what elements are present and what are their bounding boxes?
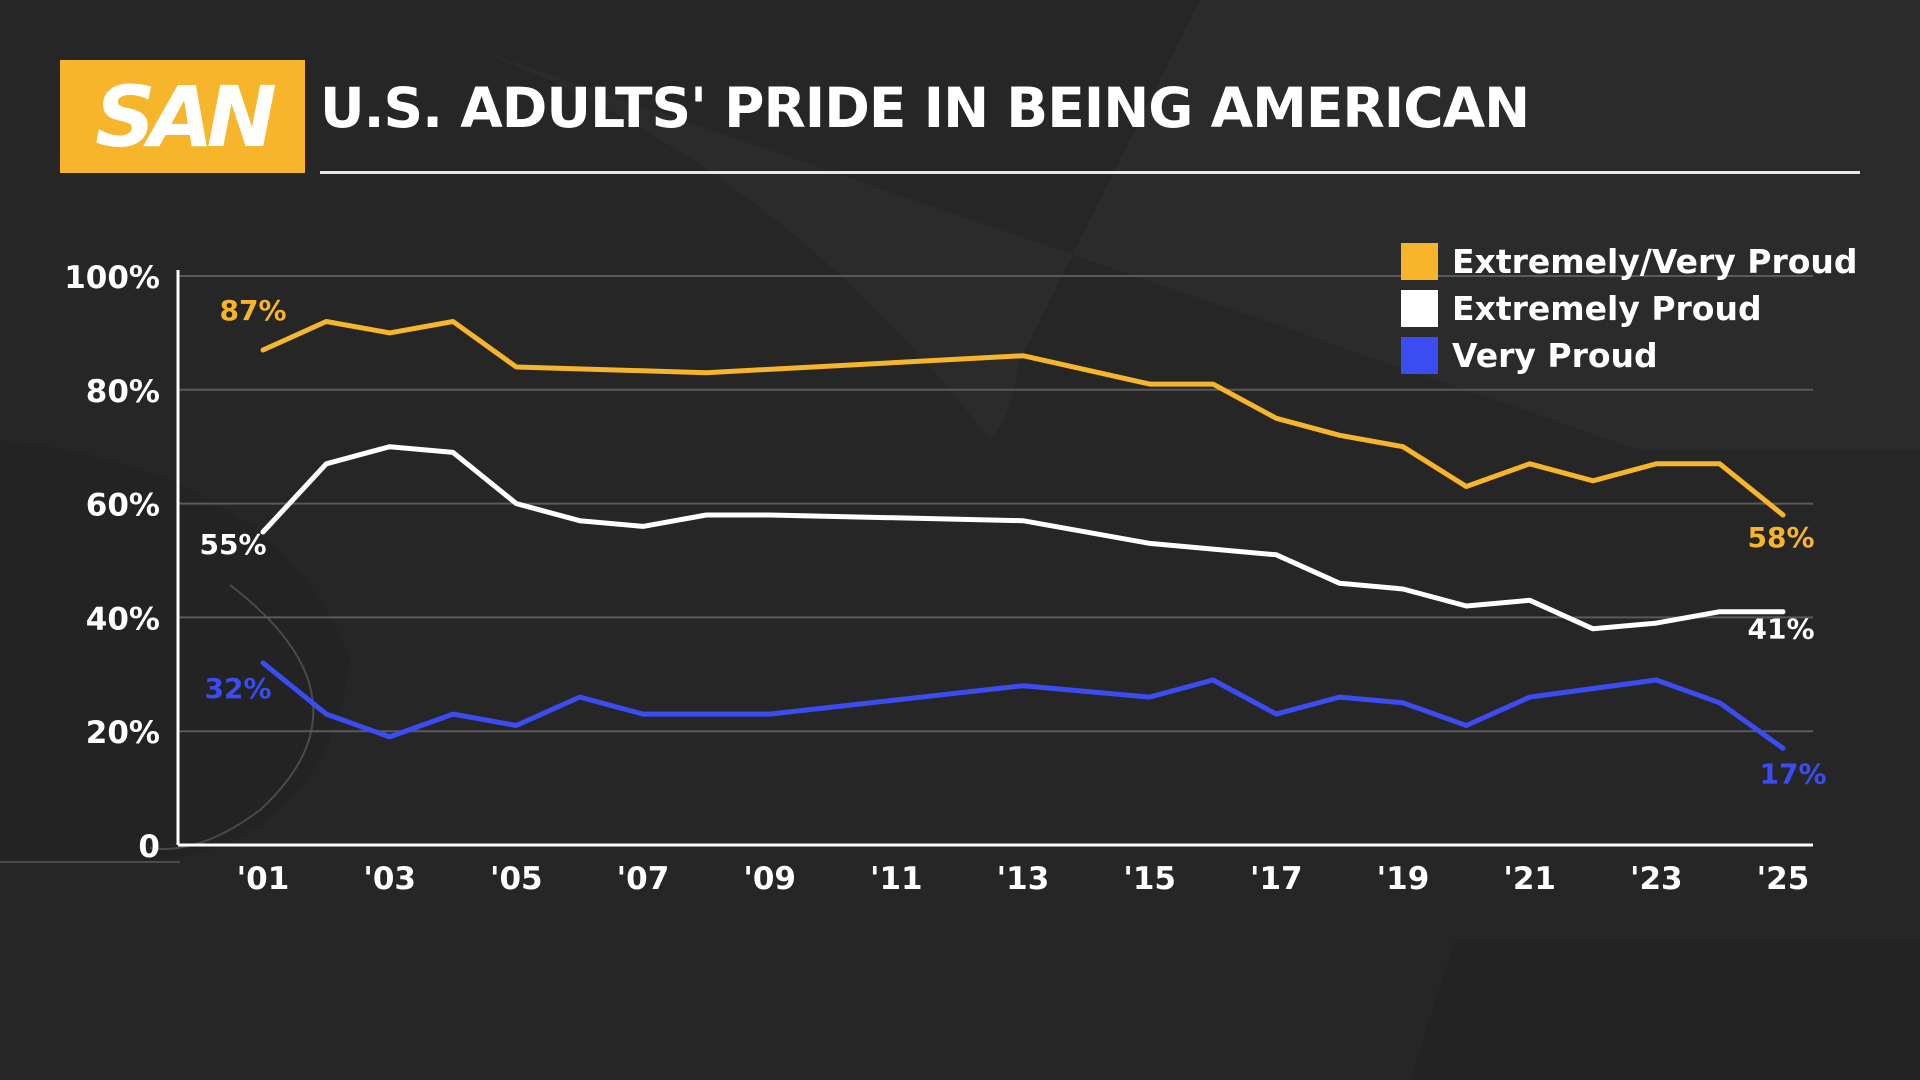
x-tick-label: '17 bbox=[1250, 861, 1303, 897]
x-tick-label: '05 bbox=[490, 861, 543, 897]
x-tick-label: '25 bbox=[1757, 861, 1810, 897]
series-line-extremely-proud bbox=[260, 444, 1786, 632]
x-tick-label: '15 bbox=[1123, 861, 1176, 897]
x-tick-label: '01 bbox=[237, 861, 290, 897]
legend-swatch bbox=[1401, 337, 1438, 374]
brand-logo: SAN bbox=[60, 60, 305, 173]
bg-shape-arc bbox=[420, 0, 1920, 450]
y-tick-label: 40% bbox=[86, 601, 160, 637]
legend-swatch bbox=[1401, 243, 1438, 280]
y-tick-label: 100% bbox=[64, 260, 160, 296]
y-tick-label: 20% bbox=[86, 715, 160, 751]
page-title: U.S. ADULTS' PRIDE IN BEING AMERICAN bbox=[320, 76, 1530, 140]
legend-label: Very Proud bbox=[1452, 336, 1658, 375]
series-line-extremely-very-proud bbox=[260, 319, 1786, 518]
series-line-very-proud bbox=[260, 660, 1786, 751]
legend-label: Extremely Proud bbox=[1452, 289, 1762, 328]
x-tick-label: '03 bbox=[363, 861, 416, 897]
legend-swatch bbox=[1401, 290, 1438, 327]
series-start-label: 87% bbox=[219, 294, 286, 327]
series-end-label: 58% bbox=[1747, 521, 1814, 554]
logo-text: SAN bbox=[95, 67, 277, 166]
legend-item: Extremely Proud bbox=[1401, 285, 1858, 332]
x-tick-label: '19 bbox=[1377, 861, 1430, 897]
bg-shape-left-curve bbox=[0, 440, 350, 860]
legend-item: Very Proud bbox=[1401, 332, 1858, 379]
x-tick-label: '21 bbox=[1503, 861, 1556, 897]
series-end-label: 17% bbox=[1759, 757, 1826, 790]
series-end-label: 41% bbox=[1747, 613, 1814, 646]
title-divider bbox=[320, 171, 1860, 174]
legend-label: Extremely/Very Proud bbox=[1452, 242, 1858, 281]
x-tick-label: '09 bbox=[743, 861, 796, 897]
series-start-label: 55% bbox=[199, 528, 266, 561]
chart-legend: Extremely/Very Proud Extremely Proud Very … bbox=[1401, 238, 1858, 379]
x-tick-label: '11 bbox=[870, 861, 923, 897]
bg-shape-lower-right bbox=[1410, 940, 1920, 1080]
x-tick-label: '13 bbox=[997, 861, 1050, 897]
legend-item: Extremely/Very Proud bbox=[1401, 238, 1858, 285]
y-tick-label: 0 bbox=[138, 829, 160, 865]
x-tick-label: '07 bbox=[617, 861, 670, 897]
series-start-label: 32% bbox=[204, 672, 271, 705]
y-tick-label: 80% bbox=[86, 374, 160, 410]
x-tick-label: '23 bbox=[1630, 861, 1683, 897]
y-tick-label: 60% bbox=[86, 488, 160, 524]
